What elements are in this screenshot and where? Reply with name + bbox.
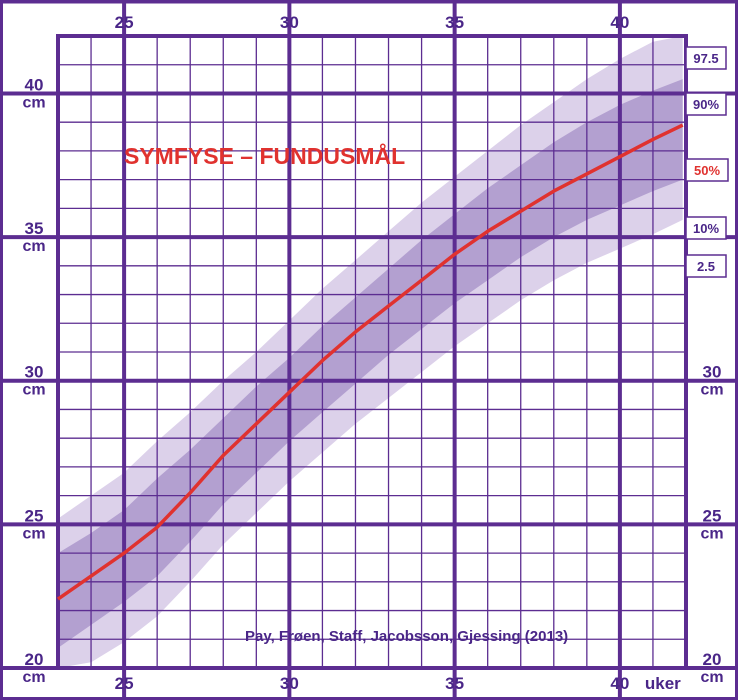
percentile-label-box — [685, 46, 727, 70]
percentile-label-box — [685, 92, 727, 116]
y-tick-label-left: 25 — [25, 506, 44, 525]
y-tick-label-right: 30 — [703, 363, 722, 382]
x-tick-label-top: 25 — [115, 13, 134, 32]
y-unit-label-right: cm — [700, 382, 723, 399]
y-tick-label-left: 20 — [25, 650, 44, 669]
y-unit-label-left: cm — [22, 525, 45, 542]
x-tick-label-bottom: 30 — [280, 674, 299, 693]
percentile-labels: 97.5 90% 50% 10% 2.5 — [685, 46, 729, 278]
chart-title: SYMFYSE – FUNDUSMÅL — [124, 142, 405, 169]
x-tick-label-bottom: 25 — [115, 674, 134, 693]
y-tick-label-left: 40 — [25, 75, 44, 94]
y-unit-label-left: cm — [22, 669, 45, 686]
chart-credit: Pay, Frøen, Staff, Jacobsson, Gjessing (… — [245, 628, 568, 645]
percentile-label: 10% — [693, 221, 719, 236]
y-tick-label-left: 35 — [25, 219, 44, 238]
x-tick-label-bottom: 35 — [445, 674, 464, 693]
percentile-label: 97.5 — [693, 51, 718, 66]
median-line-50 — [57, 123, 684, 601]
median-line — [57, 123, 684, 601]
percentile-label: 50% — [694, 163, 720, 178]
y-unit-label-left: cm — [22, 382, 45, 399]
y-unit-label-right: cm — [700, 525, 723, 542]
plot-frame — [56, 34, 688, 670]
y-unit-label-left: cm — [22, 238, 45, 255]
percentile-label-box — [685, 158, 729, 182]
y-tick-label-right: 20 — [703, 650, 722, 669]
x-unit-label: uker — [645, 674, 681, 693]
y-unit-label-right: cm — [700, 669, 723, 686]
percentile-label: 90% — [693, 97, 719, 112]
x-tick-label-top: 40 — [610, 13, 629, 32]
y-tick-label-left: 30 — [25, 363, 44, 382]
percentile-label-box — [685, 216, 727, 240]
x-tick-label-top: 35 — [445, 13, 464, 32]
y-tick-label-right: 25 — [703, 506, 722, 525]
y-unit-label-left: cm — [22, 94, 45, 111]
x-tick-label-top: 30 — [280, 13, 299, 32]
band-inner-10-90 — [58, 79, 683, 648]
percentile-label-box — [685, 254, 727, 278]
x-tick-label-bottom: 40 — [610, 674, 629, 693]
percentile-label: 2.5 — [697, 259, 715, 274]
